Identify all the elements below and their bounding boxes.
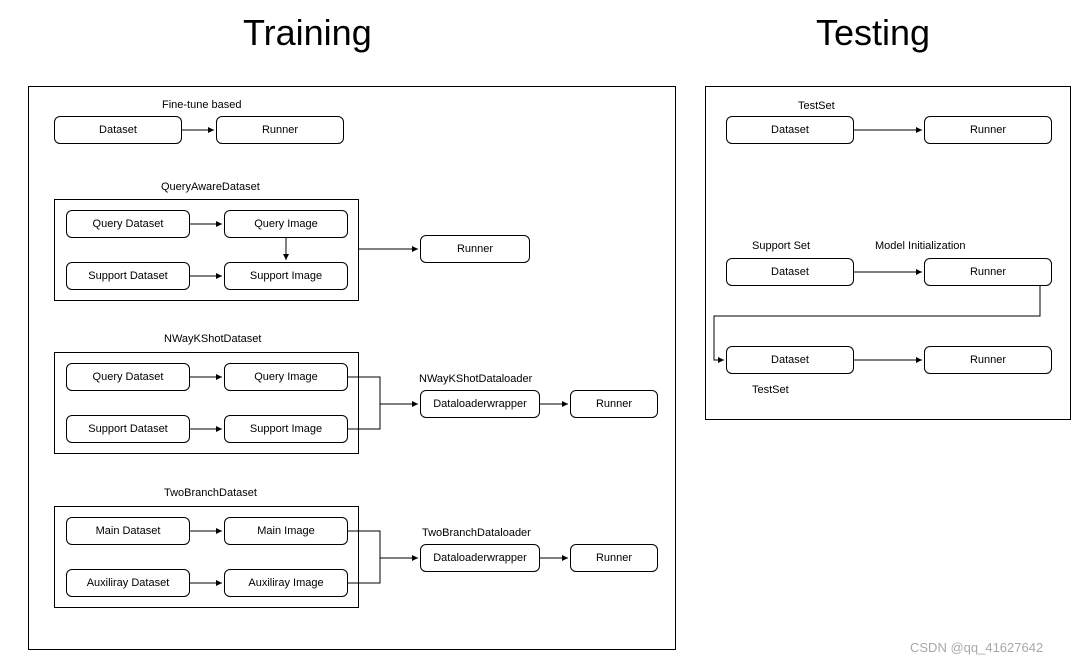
- modelinit-label: Model Initialization: [875, 240, 966, 252]
- nway-loader-label: NWayKShotDataloader: [419, 373, 532, 385]
- nway-support-dataset: Support Dataset: [66, 415, 190, 443]
- finetune-label: Fine-tune based: [162, 99, 242, 111]
- testing-title: Testing: [816, 12, 930, 54]
- testing-dataset2: Dataset: [726, 258, 854, 286]
- twobranch-wrapper: Dataloaderwrapper: [420, 544, 540, 572]
- twobranch-aux-dataset: Auxiliray Dataset: [66, 569, 190, 597]
- queryaware-support-image: Support Image: [224, 262, 348, 290]
- queryaware-query-image: Query Image: [224, 210, 348, 238]
- nway-label: NWayKShotDataset: [164, 333, 261, 345]
- queryaware-query-dataset: Query Dataset: [66, 210, 190, 238]
- twobranch-main-image: Main Image: [224, 517, 348, 545]
- twobranch-label: TwoBranchDataset: [164, 487, 257, 499]
- watermark: CSDN @qq_41627642: [910, 640, 1043, 655]
- twobranch-loader-label: TwoBranchDataloader: [422, 527, 531, 539]
- testing-runner2: Runner: [924, 258, 1052, 286]
- nway-query-image: Query Image: [224, 363, 348, 391]
- testing-dataset3: Dataset: [726, 346, 854, 374]
- nway-support-image: Support Image: [224, 415, 348, 443]
- queryaware-support-dataset: Support Dataset: [66, 262, 190, 290]
- queryaware-runner: Runner: [420, 235, 530, 263]
- nway-wrapper: Dataloaderwrapper: [420, 390, 540, 418]
- finetune-dataset: Dataset: [54, 116, 182, 144]
- finetune-runner: Runner: [216, 116, 344, 144]
- twobranch-aux-image: Auxiliray Image: [224, 569, 348, 597]
- nway-query-dataset: Query Dataset: [66, 363, 190, 391]
- testset1-label: TestSet: [798, 100, 835, 112]
- testset1-runner: Runner: [924, 116, 1052, 144]
- queryaware-label: QueryAwareDataset: [161, 181, 260, 193]
- testing-runner3: Runner: [924, 346, 1052, 374]
- twobranch-main-dataset: Main Dataset: [66, 517, 190, 545]
- testset1-dataset: Dataset: [726, 116, 854, 144]
- testset2-label: TestSet: [752, 384, 789, 396]
- twobranch-runner: Runner: [570, 544, 658, 572]
- supportset-label: Support Set: [752, 240, 810, 252]
- training-title: Training: [243, 12, 372, 54]
- nway-runner: Runner: [570, 390, 658, 418]
